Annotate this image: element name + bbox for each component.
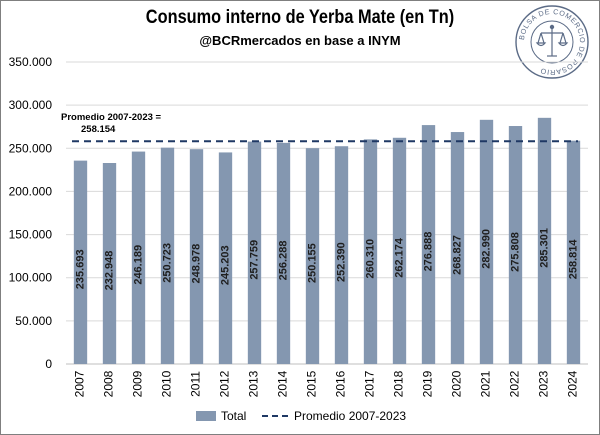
value-label: 258.814: [567, 239, 579, 280]
x-tick-label: 2013: [247, 370, 261, 397]
legend: Total Promedio 2007-2023: [196, 409, 406, 423]
x-tick-label: 2021: [479, 370, 493, 397]
bar: [73, 160, 88, 364]
value-label: 282.990: [480, 229, 492, 269]
bar: [508, 126, 523, 365]
x-tick-label: 2015: [305, 370, 319, 397]
bar: [421, 125, 436, 365]
value-label: 250.723: [161, 243, 173, 283]
bar: [189, 149, 204, 364]
bar: [160, 147, 175, 364]
value-label: 250.155: [306, 243, 318, 283]
value-label: 246.189: [132, 245, 144, 285]
bar: [363, 139, 378, 364]
legend-label-total: Total: [221, 409, 246, 423]
x-tick-label: 2010: [160, 370, 174, 397]
x-tick-label: 2014: [276, 370, 290, 397]
x-axis: 2007 2008 2009 2010 2011 2012 2013 2014 2015 2016…: [73, 370, 580, 397]
value-labels: 235.693 232.948 246.189 250.723 248.978 245.2…: [74, 228, 579, 290]
bar: [276, 142, 291, 364]
legend-label-average: Promedio 2007-2023: [294, 409, 406, 423]
value-label: 285.301: [538, 228, 550, 268]
x-tick-label: 2024: [566, 370, 580, 397]
x-tick-label: 2020: [450, 370, 464, 397]
bar: [102, 162, 117, 364]
bar: [218, 152, 233, 364]
x-tick-label: 2018: [392, 370, 406, 397]
value-label: 252.390: [335, 242, 347, 282]
value-label: 257.759: [248, 240, 260, 280]
average-annotation-line1: Promedio 2007-2023 =: [61, 112, 162, 123]
value-label: 268.827: [451, 235, 463, 275]
y-tick-label: 0: [45, 357, 52, 371]
bar: [334, 146, 349, 364]
average-annotation-line2: 258.154: [81, 124, 116, 135]
legend-swatch-total: [196, 411, 216, 421]
value-label: 245.203: [219, 245, 231, 285]
bcr-logo: BOLSA DE COMERCIO DE ROSARIO: [515, 5, 589, 79]
bar: [450, 132, 465, 364]
value-label: 276.888: [422, 232, 434, 272]
y-axis: 0 50.000 100.000 150.000 200.000 250.000 300.0…: [9, 55, 53, 371]
gridlines: [66, 61, 588, 365]
scales-of-justice-icon: [535, 24, 569, 57]
bar: [392, 137, 407, 364]
value-label: 232.948: [103, 251, 115, 291]
x-tick-label: 2019: [421, 370, 435, 397]
bar: [131, 151, 146, 364]
value-label: 248.978: [190, 244, 202, 284]
x-tick-label: 2011: [189, 371, 203, 397]
bar: [247, 141, 262, 364]
y-tick-label: 250.000: [9, 141, 53, 155]
x-tick-label: 2023: [537, 370, 551, 397]
y-tick-label: 50.000: [15, 314, 52, 328]
x-tick-label: 2009: [131, 370, 145, 397]
value-label: 256.288: [277, 241, 289, 281]
bars: [73, 117, 581, 365]
chart-subtitle: @BCRmercados en base a INYM: [199, 33, 401, 48]
average-line-group: Promedio 2007-2023 =258.154: [61, 112, 578, 143]
y-tick-label: 300.000: [9, 98, 53, 112]
chart-title: Consumo interno de Yerba Mate (en Tn): [145, 7, 455, 28]
x-tick-label: 2022: [508, 370, 522, 397]
value-label: 275.808: [509, 232, 521, 272]
bar: [537, 117, 552, 365]
y-tick-label: 100.000: [9, 271, 53, 285]
value-label: 235.693: [74, 249, 86, 289]
y-tick-label: 150.000: [9, 228, 53, 242]
y-tick-label: 200.000: [9, 184, 53, 198]
bar: [566, 140, 581, 364]
x-tick-label: 2012: [218, 370, 232, 397]
x-tick-label: 2016: [334, 370, 348, 397]
x-tick-label: 2008: [102, 370, 116, 397]
x-tick-label: 2017: [363, 370, 377, 397]
bar: [479, 119, 494, 364]
bar: [305, 148, 320, 364]
y-tick-label: 350.000: [9, 55, 53, 69]
value-label: 262.174: [393, 237, 405, 278]
value-label: 260.310: [364, 239, 376, 279]
x-tick-label: 2007: [73, 370, 87, 397]
